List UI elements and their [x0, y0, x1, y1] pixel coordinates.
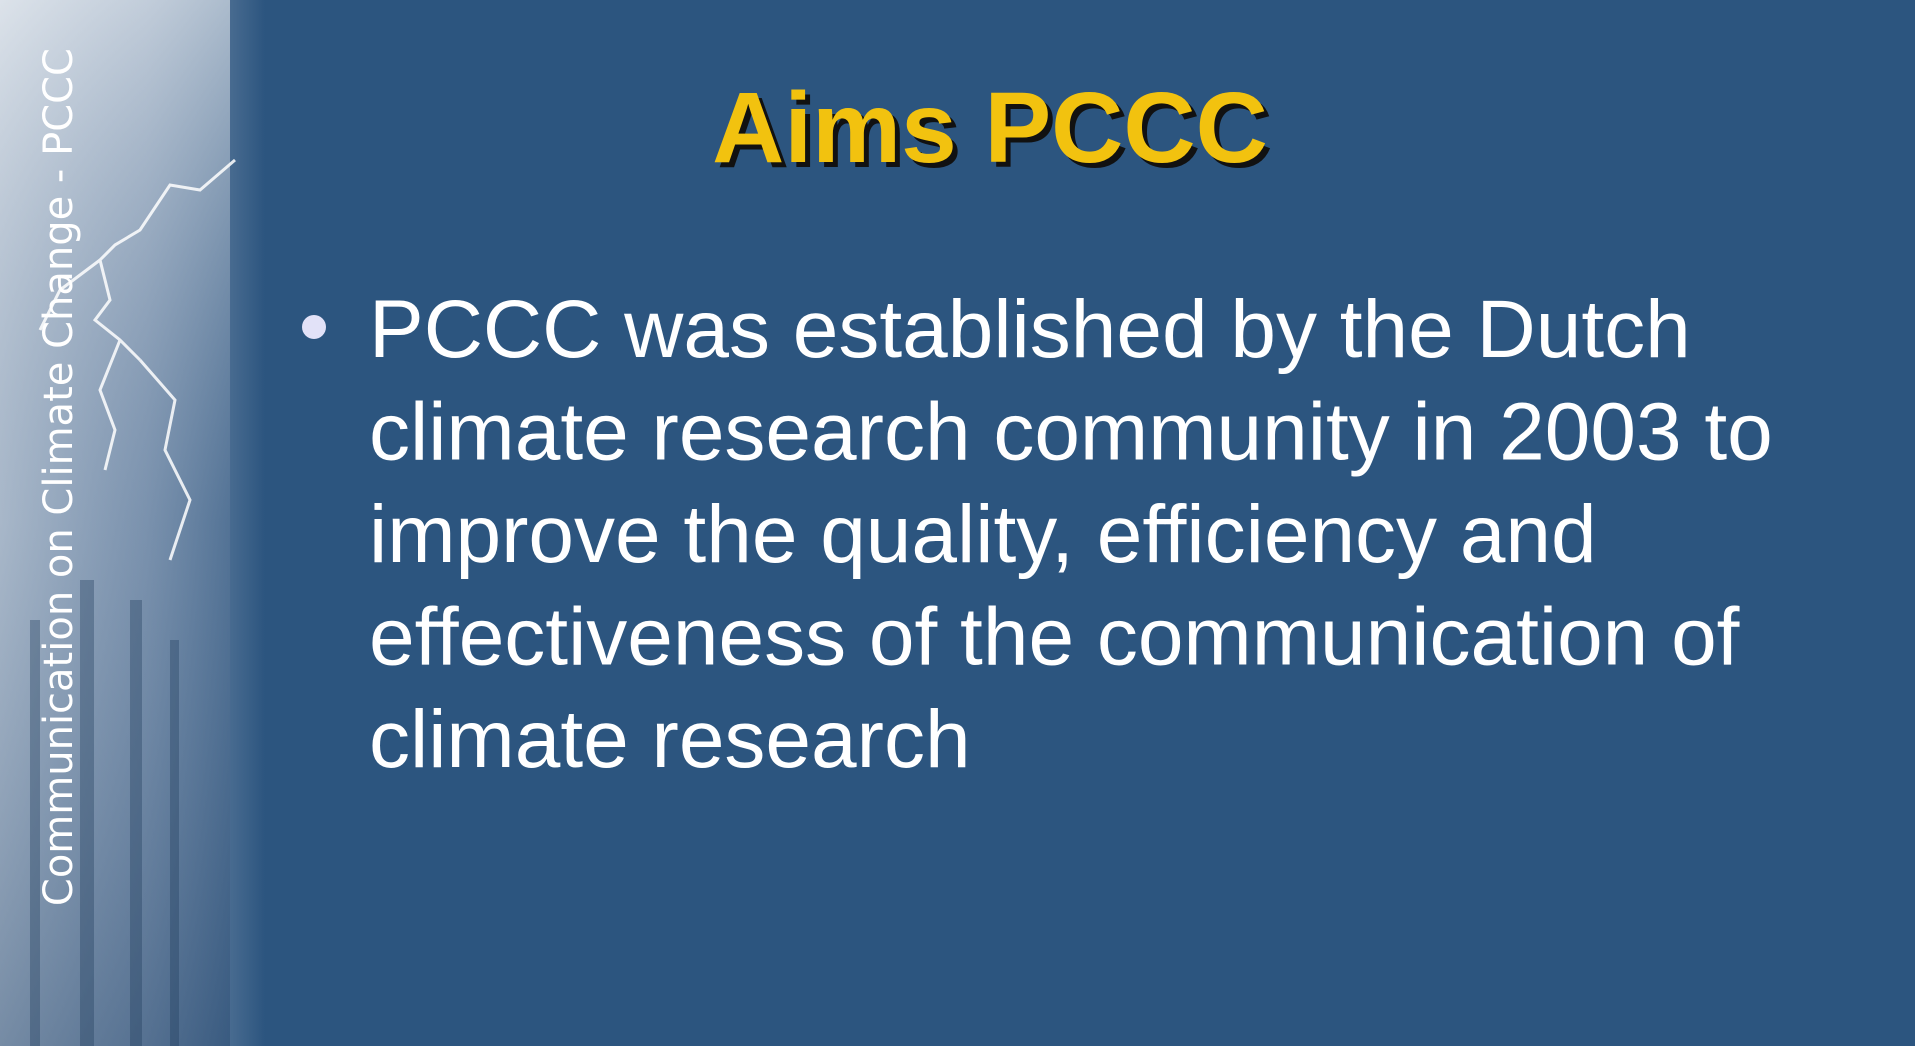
page: Communication on Climate Change - PCCC A… — [0, 0, 1915, 1046]
title: Aims PCCC — [712, 72, 1268, 184]
bullet-line: climate research — [369, 694, 971, 785]
sidebar-text: Communication on Climate Change - PCCC — [36, 48, 82, 906]
bullet-line: PCCC was established by the Dutch — [369, 284, 1691, 375]
bullet-line: improve the quality, efficiency and — [369, 489, 1597, 580]
slide: Communication on Climate Change - PCCC A… — [0, 0, 1915, 1046]
bullet-line: effectiveness of the communication of — [369, 592, 1740, 683]
bullet-line: climate research community in 2003 to — [369, 387, 1773, 478]
bullet-dot — [302, 315, 326, 339]
